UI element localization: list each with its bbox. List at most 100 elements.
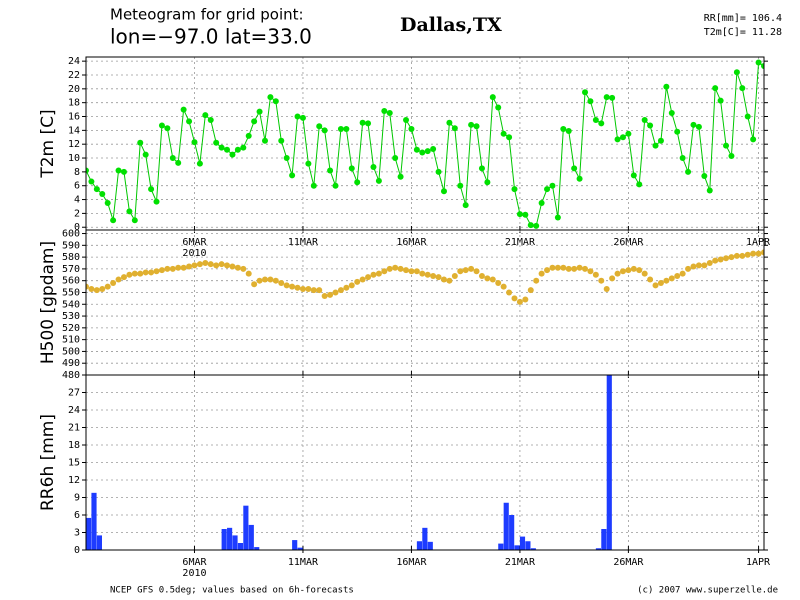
marker: [294, 113, 301, 120]
marker: [674, 128, 681, 135]
y-tick-label: 510: [62, 335, 80, 346]
marker: [657, 137, 664, 144]
title-line1: Meteogram for grid point:: [110, 6, 304, 24]
marker: [386, 265, 393, 272]
marker: [484, 179, 491, 186]
marker: [500, 283, 507, 290]
x-tick-label: 1APR: [746, 557, 771, 568]
marker: [603, 94, 610, 101]
marker: [690, 263, 697, 270]
marker: [571, 165, 578, 172]
marker: [256, 108, 263, 115]
marker: [359, 276, 366, 283]
marker: [213, 262, 220, 269]
marker: [278, 137, 285, 144]
marker: [332, 182, 339, 189]
marker: [148, 186, 155, 193]
y-tick-label: 16: [68, 112, 80, 123]
marker: [761, 62, 764, 69]
marker: [310, 182, 317, 189]
y-tick-label: 560: [62, 276, 80, 287]
marker: [408, 268, 415, 275]
marker: [224, 262, 231, 269]
marker: [419, 270, 426, 277]
marker: [289, 283, 296, 290]
marker: [413, 146, 420, 153]
title-line2: lon=−97.0 lat=33.0: [110, 25, 312, 49]
marker: [234, 146, 241, 153]
bar: [91, 492, 97, 550]
marker: [739, 85, 746, 92]
y-axis-label: T2m [C]: [38, 109, 58, 178]
marker: [397, 265, 404, 272]
marker: [142, 151, 149, 158]
marker: [679, 270, 686, 277]
marker: [196, 160, 203, 167]
marker: [131, 217, 138, 224]
x-tick-label: 21MAR: [505, 237, 536, 248]
marker: [625, 130, 632, 137]
y-tick-label: 22: [68, 70, 80, 81]
marker: [337, 125, 344, 132]
marker: [267, 276, 274, 283]
marker: [142, 269, 149, 276]
marker: [397, 173, 404, 180]
marker: [245, 132, 252, 139]
marker: [337, 287, 344, 294]
y-tick-label: 490: [62, 358, 80, 369]
marker: [489, 276, 496, 283]
y-tick-label: 600: [62, 229, 80, 240]
x-tick-label: 6MAR: [182, 237, 207, 248]
marker: [299, 285, 306, 292]
marker: [495, 280, 502, 287]
marker: [343, 284, 350, 291]
bar: [232, 535, 238, 550]
marker: [668, 110, 675, 117]
marker: [516, 211, 523, 218]
marker: [657, 280, 664, 287]
marker: [484, 275, 491, 282]
marker: [576, 175, 583, 182]
marker: [495, 104, 502, 111]
marker: [576, 264, 583, 271]
y-tick-label: 27: [68, 388, 80, 399]
y-tick-label: 21: [68, 423, 80, 434]
y-tick-label: 14: [68, 125, 80, 136]
marker: [272, 277, 279, 284]
marker: [164, 265, 171, 272]
marker: [365, 274, 372, 281]
marker: [240, 144, 247, 151]
bar: [427, 541, 433, 550]
marker: [348, 282, 355, 289]
bar: [292, 540, 298, 550]
x-tick-label: 21MAR: [505, 557, 536, 568]
marker: [158, 267, 165, 274]
marker: [392, 155, 399, 162]
x-tick-label: 11MAR: [288, 557, 319, 568]
marker: [403, 116, 410, 123]
marker: [457, 268, 464, 275]
marker: [733, 252, 740, 259]
marker: [582, 89, 589, 96]
marker: [327, 167, 334, 174]
marker: [755, 59, 762, 66]
plot-area: [86, 249, 764, 305]
marker: [446, 119, 453, 126]
marker: [110, 217, 117, 224]
marker: [647, 122, 654, 129]
marker: [93, 186, 100, 193]
marker: [261, 137, 268, 144]
marker: [354, 278, 361, 285]
marker: [489, 94, 496, 101]
marker: [701, 262, 708, 269]
marker: [582, 265, 589, 272]
y-tick-label: 4: [74, 195, 80, 206]
marker: [619, 134, 626, 141]
marker: [413, 268, 420, 275]
marker: [685, 265, 692, 272]
y-tick-label: 20: [68, 84, 80, 95]
marker: [625, 267, 632, 274]
marker: [695, 123, 702, 130]
panel-frame: [85, 374, 765, 551]
marker: [251, 281, 258, 288]
